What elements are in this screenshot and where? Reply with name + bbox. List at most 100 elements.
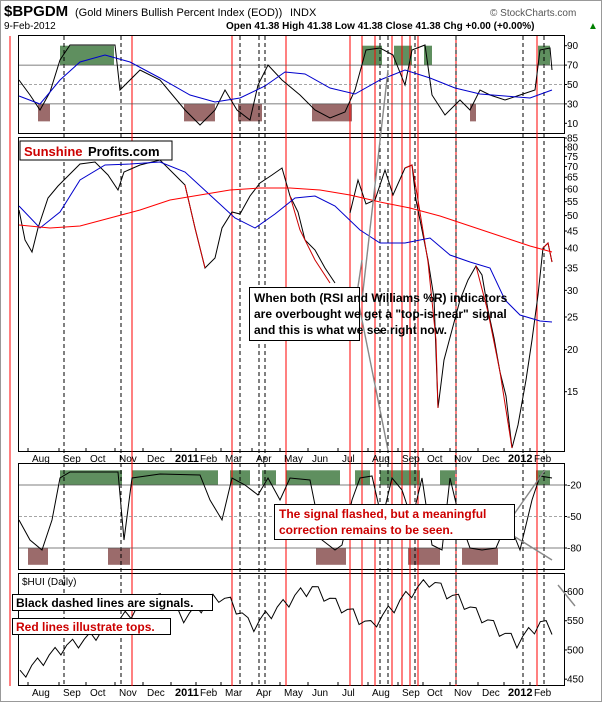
price-decline [475, 265, 513, 449]
x-axis-label: Feb [200, 454, 218, 465]
x-axis-label: 2012 [508, 687, 532, 699]
y-tick-label: 50 [567, 211, 579, 222]
x-axis-label: Jun [312, 688, 328, 699]
overbought-zone [538, 45, 550, 66]
hui-annotation-2: Red lines illustrate tops. [16, 620, 155, 634]
x-axis-label: Oct [90, 454, 106, 465]
overbought-zone [424, 45, 432, 66]
y-tick-label: 65 [567, 173, 579, 184]
x-axis-label: May [284, 454, 303, 465]
price-decline [289, 195, 331, 284]
x-axis-label: Dec [147, 688, 165, 699]
x-axis-label: Oct [90, 688, 106, 699]
x-axis-label: Feb [200, 688, 218, 699]
williams-annotation-line-2: correction remains to be seen. [279, 523, 453, 537]
x-axis-label: Feb [534, 688, 552, 699]
quote-line: Open 41.38 High 41.38 Low 41.38 Close 41… [226, 21, 534, 32]
overbought-zone [286, 470, 340, 485]
y-tick-label: 15 [567, 387, 579, 398]
x-axis-label: Aug [32, 454, 50, 465]
y-tick-label: 30 [567, 286, 579, 297]
y-tick-label: 600 [567, 587, 584, 598]
y-tick-label: 35 [567, 263, 579, 274]
overbought-zone [362, 45, 382, 66]
y-tick-label: 30 [567, 99, 579, 110]
main-annotation-line-3: and this is what we see right now. [254, 323, 447, 337]
williams-line [18, 471, 553, 552]
x-axis-labels-bottom: Aug Sep Oct Nov Dec 2011 Feb Mar Apr May Jun Jul Aug… [27, 682, 552, 699]
brand-profits: Profits.com [88, 144, 160, 159]
price-panel [18, 137, 565, 452]
overbought-zone [380, 470, 420, 485]
x-axis-label: Dec [482, 454, 500, 465]
x-axis-label: Aug [372, 688, 390, 699]
price-decline [542, 241, 553, 263]
x-axis-label: Jul [342, 688, 355, 699]
x-axis-label: Nov [119, 454, 137, 465]
brand-sunshine: Sunshine [24, 144, 83, 159]
y-tick-label: 60 [567, 184, 579, 195]
x-axis-label: Oct [427, 688, 443, 699]
overbought-zone [440, 470, 455, 485]
x-axis-label: Sep [63, 688, 81, 699]
x-axis-label: Nov [119, 688, 137, 699]
x-axis-label: Jul [342, 454, 355, 465]
overbought-zone [60, 470, 122, 485]
price-line [349, 164, 553, 449]
overbought-zone [394, 45, 412, 66]
x-axis-label: Sep [402, 454, 420, 465]
y-tick-label: 90 [567, 41, 579, 52]
y-tick-label: 500 [567, 645, 584, 656]
oversold-zone [238, 103, 262, 122]
x-axis-label: Dec [147, 454, 165, 465]
x-axis-label: Sep [63, 454, 81, 465]
x-axis-label: 2011 [175, 687, 199, 699]
x-axis-label: Oct [427, 454, 443, 465]
symbol-title: $BPGDM [4, 3, 68, 20]
y-tick-label: -80 [567, 544, 582, 555]
up-arrow-icon: ▲ [588, 21, 598, 32]
y-tick-label: 40 [567, 244, 579, 255]
x-axis-label: Dec [482, 688, 500, 699]
williams-annotation-line-1: The signal flashed, but a meaningful [279, 507, 486, 521]
x-axis-label: Apr [256, 454, 272, 465]
x-axis-label: May [284, 688, 303, 699]
y-tick-label: 45 [567, 227, 579, 238]
x-axis-label: Aug [372, 454, 390, 465]
x-axis-label: Mar [225, 688, 243, 699]
copyright: © StockCharts.com [490, 8, 576, 19]
y-tick-label: 70 [567, 162, 579, 173]
y-tick-label: 20 [567, 345, 579, 356]
x-axis-label: Apr [256, 688, 272, 699]
y-tick-label: 25 [567, 312, 579, 323]
oversold-zone [470, 103, 476, 122]
hui-annotation-1: Black dashed lines are signals. [16, 596, 193, 610]
williams-annotation-box [274, 504, 515, 540]
y-tick-label: -20 [567, 481, 582, 492]
y-tick-label: -50 [567, 512, 582, 523]
watermark-logo: Sunshine Profits.com [19, 140, 173, 161]
overbought-zone [132, 470, 218, 485]
oversold-zone [108, 548, 130, 565]
reference-lines [19, 64, 564, 549]
hui-annotation-box-2 [12, 618, 171, 635]
y-tick-label: 70 [567, 61, 579, 72]
x-axis-label: Sep [402, 688, 420, 699]
date-label: 9-Feb-2012 [4, 21, 56, 32]
oversold-zone [28, 548, 48, 565]
y-tick-label: 55 [567, 197, 579, 208]
overbought-zone [536, 470, 550, 485]
x-axis-label: Feb [534, 454, 552, 465]
y-axis-ticks: 1030507090152025303540455055606570758085… [564, 41, 584, 686]
x-axis-label: Mar [225, 454, 243, 465]
x-axis-label: 2012 [508, 453, 532, 465]
main-annotation-box [249, 287, 360, 341]
signal-zones [28, 45, 550, 565]
oversold-zone [408, 548, 440, 565]
series-lines [18, 44, 553, 679]
main-annotation-line-1: When both (RSI and Williams %R) indicato… [254, 291, 508, 305]
oversold-zone [184, 103, 215, 122]
slow-ma-line [18, 187, 553, 253]
